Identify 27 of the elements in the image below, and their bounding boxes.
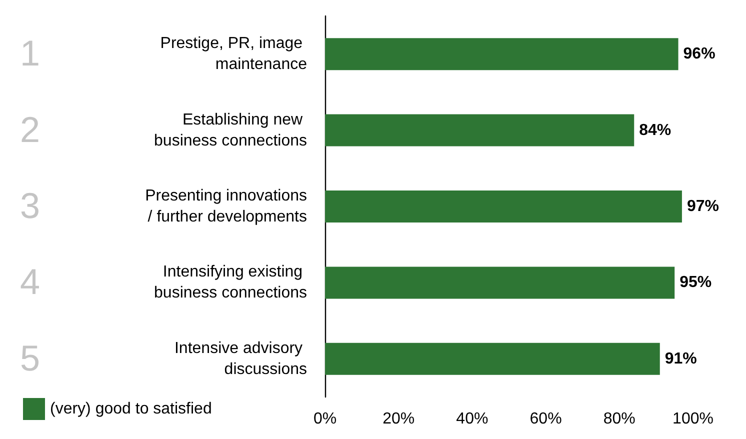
bar	[325, 266, 675, 299]
x-tick-label: 100%	[672, 410, 714, 428]
text: 2	[20, 108, 40, 150]
text: 1	[20, 32, 40, 74]
x-tick-label: 0%	[313, 410, 337, 428]
data-label: 96%	[683, 46, 716, 63]
y-tick-label: Intensive advisory discussions	[174, 340, 307, 378]
text: 4	[20, 261, 40, 302]
bar	[325, 38, 678, 70]
y-tick-label: Presenting innovations/ further developments	[145, 188, 307, 226]
data-label: 91%	[664, 350, 697, 368]
legend-label: (very) good to satisfied	[50, 400, 212, 418]
bar	[325, 114, 634, 146]
x-tick-label: 40%	[456, 410, 488, 428]
y-tick-label: Prestige, PR, image maintenance	[160, 35, 308, 74]
data-label: 95%	[680, 274, 712, 292]
data-label: 84%	[639, 122, 672, 139]
x-tick-label: 80%	[603, 410, 636, 428]
text: 3	[20, 185, 40, 226]
y-tick-label: Establishing new business connections	[154, 111, 307, 150]
text: 5	[20, 337, 40, 378]
x-tick-label: 60%	[530, 410, 562, 428]
data-label: 97%	[686, 198, 719, 215]
bar	[325, 190, 682, 222]
x-tick-label: 20%	[382, 410, 415, 428]
bar	[325, 342, 660, 375]
y-tick-label: Intensifying existing business connections	[154, 264, 307, 302]
